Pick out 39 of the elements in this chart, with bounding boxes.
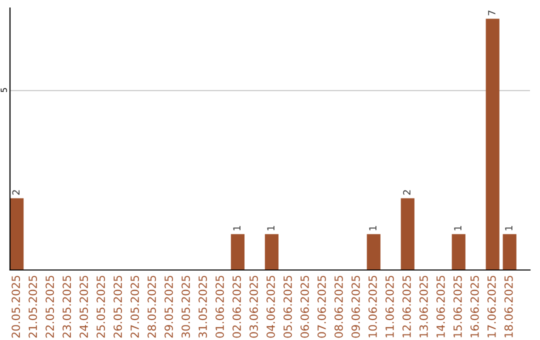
data-label: 1 [267,226,274,230]
x-tick-label: 16.06.2025 [470,276,479,338]
data-label: 7 [488,10,496,16]
y-tick-label: 5 [0,88,7,92]
x-tick-label: 27.05.2025 [130,276,139,338]
x-tick-label: 02.06.2025 [232,276,241,338]
x-tick-label: 13.06.2025 [419,276,428,338]
data-label: 2 [403,190,410,195]
x-tick-label: 05.06.2025 [284,276,292,338]
x-tick-label: 08.06.2025 [334,276,343,338]
x-tick-label: 15.06.2025 [453,276,462,338]
x-tick-label: 29.05.2025 [164,276,173,338]
x-tick-label: 17.06.2025 [487,276,496,338]
data-label: 2 [12,190,20,195]
x-tick-label: 22.05.2025 [46,276,54,338]
x-tick-label: 10.06.2025 [368,276,377,338]
x-tick-label: 30.05.2025 [182,276,190,338]
x-tick-label: 07.06.2025 [318,276,326,338]
x-tick-label: 21.05.2025 [28,276,38,338]
data-label: 1 [505,226,512,230]
x-tick-label: 18.06.2025 [504,276,513,338]
x-tick-label: 23.05.2025 [62,276,71,338]
x-tick-label: 24.05.2025 [80,276,88,338]
x-tick-label: 06.06.2025 [300,276,309,338]
data-label: 1 [454,226,462,230]
x-tick-label: 04.06.2025 [266,276,275,338]
x-tick-label: 03.06.2025 [250,276,258,338]
x-tick-label: 26.05.2025 [114,276,122,338]
x-tick-label: 11.06.2025 [385,276,394,338]
x-tick-label: 31.05.2025 [198,276,207,338]
x-tick-label: 28.05.2025 [148,276,156,338]
x-tick-label: 12.06.2025 [402,276,411,338]
x-tick-label: 01.06.2025 [216,276,224,338]
x-tick-label: 09.06.2025 [351,276,360,338]
data-label: 1 [369,226,376,230]
data-label: 1 [233,226,240,230]
x-tick-label: 14.06.2025 [436,276,445,338]
x-tick-label: 25.05.2025 [96,276,105,338]
x-tick-label: 20.05.2025 [12,276,20,338]
